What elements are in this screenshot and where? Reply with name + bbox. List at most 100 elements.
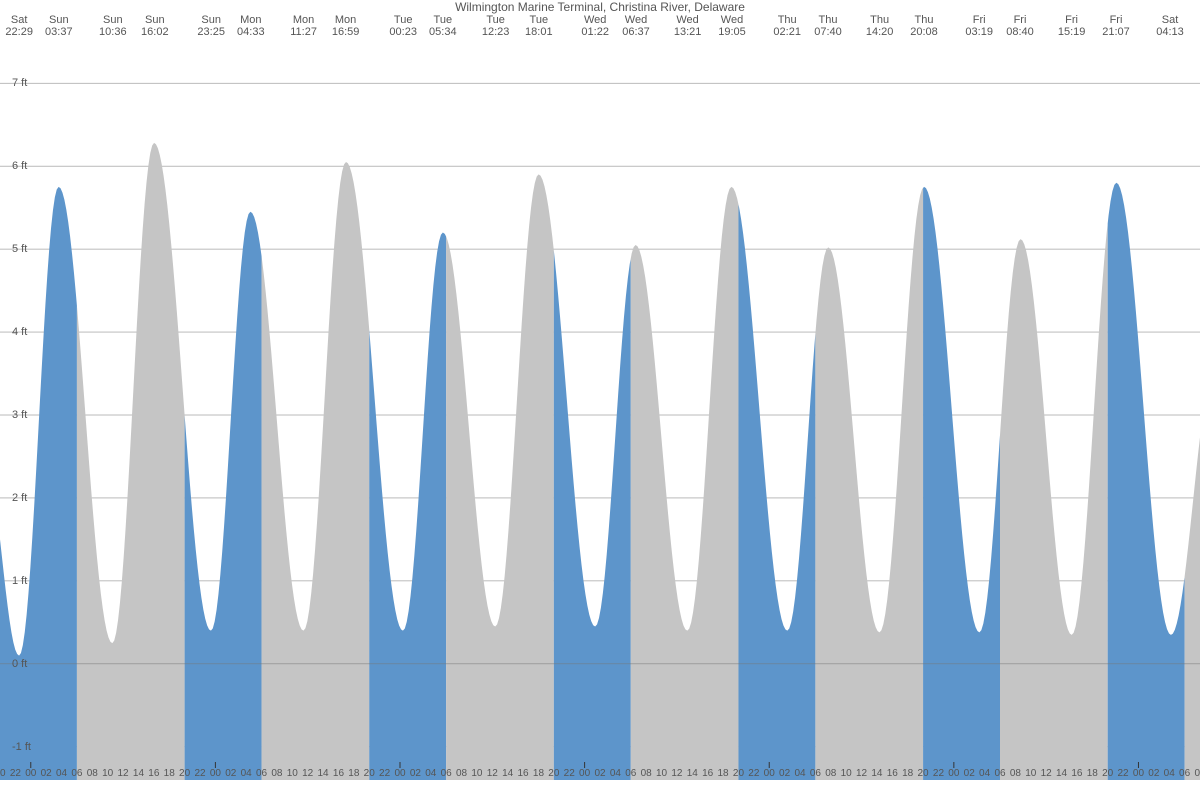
top-label-day: Fri <box>1014 14 1027 26</box>
y-tick-label: 2 ft <box>12 492 27 504</box>
tide-area-segment <box>262 162 370 780</box>
x-tick-label: 12 <box>671 768 682 779</box>
top-time-label: Sun16:02 <box>130 14 180 38</box>
x-tick-label: 00 <box>579 768 590 779</box>
x-tick-label: 02 <box>964 768 975 779</box>
top-label-day: Tue <box>394 14 413 26</box>
x-tick-label: 08 <box>1010 768 1021 779</box>
x-tick-label: 14 <box>318 768 329 779</box>
top-label-day: Fri <box>1110 14 1123 26</box>
top-time-label: Wed13:21 <box>663 14 713 38</box>
x-tick-label: 02 <box>225 768 236 779</box>
x-tick-label: 20 <box>0 768 6 779</box>
top-label-time: 21:07 <box>1102 26 1130 38</box>
x-tick-label: 16 <box>518 768 529 779</box>
x-tick-label: 18 <box>902 768 913 779</box>
x-tick-label: 08 <box>1194 768 1200 779</box>
y-tick-label: 6 ft <box>12 160 27 172</box>
top-label-day: Sat <box>11 14 28 26</box>
top-label-day: Wed <box>721 14 743 26</box>
x-tick-label: 14 <box>687 768 698 779</box>
x-tick-label: 22 <box>564 768 575 779</box>
x-tick-label: 20 <box>1102 768 1113 779</box>
x-tick-label: 14 <box>871 768 882 779</box>
x-tick-label: 22 <box>379 768 390 779</box>
x-tick-label: 10 <box>287 768 298 779</box>
top-time-label: Fri15:19 <box>1047 14 1097 38</box>
x-tick-label: 12 <box>302 768 313 779</box>
x-tick-label: 22 <box>194 768 205 779</box>
top-label-day: Sun <box>145 14 165 26</box>
tide-area-segment <box>815 188 923 780</box>
tide-area-segment <box>1108 183 1185 780</box>
x-tick-label: 00 <box>210 768 221 779</box>
top-label-time: 19:05 <box>718 26 746 38</box>
top-label-time: 01:22 <box>581 26 609 38</box>
top-label-time: 03:19 <box>965 26 993 38</box>
tide-area-segment <box>0 187 77 780</box>
x-tick-label: 04 <box>979 768 990 779</box>
top-label-time: 16:59 <box>332 26 360 38</box>
x-tick-label: 20 <box>733 768 744 779</box>
x-tick-label: 20 <box>918 768 929 779</box>
top-label-time: 04:33 <box>237 26 265 38</box>
x-tick-label: 16 <box>1071 768 1082 779</box>
tide-area-segment <box>1000 223 1108 780</box>
y-tick-label: 7 ft <box>12 77 27 89</box>
x-tick-label: 22 <box>1118 768 1129 779</box>
x-tick-label: 22 <box>933 768 944 779</box>
top-time-label: Thu14:20 <box>855 14 905 38</box>
top-label-day: Thu <box>870 14 889 26</box>
x-tick-label: 08 <box>271 768 282 779</box>
x-tick-label: 16 <box>702 768 713 779</box>
x-tick-label: 02 <box>779 768 790 779</box>
top-time-labels: Sat22:29Sun03:37Sun10:36Sun16:02Sun23:25… <box>0 14 1200 44</box>
x-tick-label: 00 <box>25 768 36 779</box>
top-time-label: Thu07:40 <box>803 14 853 38</box>
top-label-time: 02:21 <box>773 26 801 38</box>
tide-area-segment <box>923 187 1000 780</box>
top-label-time: 08:40 <box>1006 26 1034 38</box>
top-time-label: Mon16:59 <box>321 14 371 38</box>
x-tick-label: 18 <box>348 768 359 779</box>
x-tick-label: 10 <box>656 768 667 779</box>
top-label-day: Mon <box>240 14 261 26</box>
top-label-time: 07:40 <box>814 26 842 38</box>
top-time-label: Mon04:33 <box>226 14 276 38</box>
x-tick-label: 06 <box>256 768 267 779</box>
top-label-time: 00:23 <box>389 26 417 38</box>
top-time-label: Sun03:37 <box>34 14 84 38</box>
y-tick-label: 0 ft <box>12 658 27 670</box>
top-label-time: 05:34 <box>429 26 457 38</box>
top-label-day: Thu <box>778 14 797 26</box>
x-tick-label: 20 <box>179 768 190 779</box>
x-tick-label: 04 <box>241 768 252 779</box>
top-label-day: Sat <box>1162 14 1179 26</box>
x-tick-label: 08 <box>87 768 98 779</box>
top-label-time: 10:36 <box>99 26 127 38</box>
top-time-label: Sat04:13 <box>1145 14 1195 38</box>
top-label-time: 16:02 <box>141 26 169 38</box>
tide-area-segment <box>77 143 185 780</box>
x-tick-label: 06 <box>1179 768 1190 779</box>
x-tick-label: 00 <box>1133 768 1144 779</box>
x-tick-label: 14 <box>133 768 144 779</box>
tide-area-segment <box>631 187 739 780</box>
top-label-time: 12:23 <box>482 26 510 38</box>
top-time-label: Wed19:05 <box>707 14 757 38</box>
x-tick-label: 06 <box>625 768 636 779</box>
x-tick-label: 00 <box>394 768 405 779</box>
tide-area-segment <box>554 251 631 780</box>
x-tick-label: 10 <box>471 768 482 779</box>
x-tick-label: 10 <box>102 768 113 779</box>
tide-area-segment <box>369 233 446 781</box>
x-tick-label: 02 <box>41 768 52 779</box>
top-time-label: Wed06:37 <box>611 14 661 38</box>
tide-area-segment <box>738 204 815 780</box>
y-tick-label: 5 ft <box>12 243 27 255</box>
top-time-label: Fri08:40 <box>995 14 1045 38</box>
x-tick-label: 04 <box>56 768 67 779</box>
tide-area-segment <box>185 212 262 780</box>
x-tick-label: 12 <box>118 768 129 779</box>
top-label-day: Wed <box>625 14 647 26</box>
